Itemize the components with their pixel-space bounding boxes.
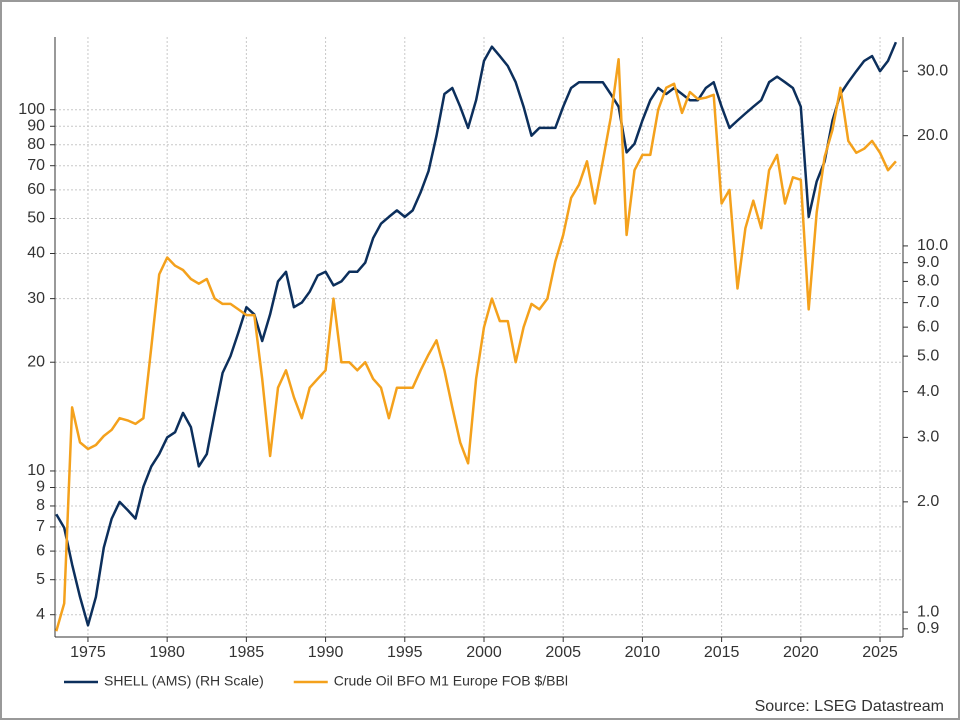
y-tick-label: 80 bbox=[27, 136, 45, 153]
x-tick-label: 1980 bbox=[149, 644, 185, 661]
y2-tick-label: 9.0 bbox=[917, 254, 939, 271]
y-tick-label: 5 bbox=[36, 571, 45, 588]
y2-tick-label: 7.0 bbox=[917, 294, 939, 311]
y2-tick-label: 6.0 bbox=[917, 318, 939, 335]
y-tick-label: 30 bbox=[27, 290, 45, 307]
y-tick-label: 100 bbox=[18, 101, 45, 118]
x-tick-label: 2005 bbox=[545, 644, 581, 661]
y-tick-label: 60 bbox=[27, 181, 45, 198]
y-tick-label: 50 bbox=[27, 210, 45, 227]
y-tick-label: 8 bbox=[36, 497, 45, 514]
x-tick-label: 1975 bbox=[70, 644, 106, 661]
y-tick-label: 4 bbox=[36, 606, 45, 623]
legend-label: Crude Oil BFO M1 Europe FOB $/BBl bbox=[334, 673, 568, 689]
y-tick-label: 40 bbox=[27, 245, 45, 262]
x-tick-label: 2015 bbox=[704, 644, 740, 661]
y-tick-label: 6 bbox=[36, 542, 45, 559]
y2-tick-label: 8.0 bbox=[917, 273, 939, 290]
y2-tick-label: 4.0 bbox=[917, 383, 939, 400]
y-tick-label: 7 bbox=[36, 518, 45, 535]
y-tick-label: 20 bbox=[27, 353, 45, 370]
y2-tick-label: 30.0 bbox=[917, 62, 948, 79]
x-tick-label: 2010 bbox=[625, 644, 661, 661]
y2-tick-label: 1.0 bbox=[917, 603, 939, 620]
data-line bbox=[55, 41, 898, 627]
y-tick-label: 90 bbox=[27, 117, 45, 134]
source-note: Source: LSEG Datastream bbox=[755, 698, 944, 715]
x-tick-label: 2025 bbox=[862, 644, 898, 661]
x-tick-label: 1985 bbox=[229, 644, 265, 661]
y-tick-label: 70 bbox=[27, 157, 45, 174]
y2-tick-label: 3.0 bbox=[917, 429, 939, 446]
y2-tick-label: 10.0 bbox=[917, 237, 948, 254]
y2-tick-label: 0.9 bbox=[917, 620, 939, 637]
legend-label: SHELL (AMS) (RH Scale) bbox=[104, 673, 264, 689]
y2-tick-label: 20.0 bbox=[917, 127, 948, 144]
data-line bbox=[55, 57, 897, 632]
x-tick-label: 1995 bbox=[387, 644, 423, 661]
y2-tick-label: 2.0 bbox=[917, 493, 939, 510]
x-tick-label: 2020 bbox=[783, 644, 819, 661]
y2-tick-label: 5.0 bbox=[917, 347, 939, 364]
x-tick-label: 1990 bbox=[308, 644, 344, 661]
y-tick-label: 10 bbox=[27, 462, 45, 479]
x-tick-label: 2000 bbox=[466, 644, 502, 661]
y-tick-label: 9 bbox=[36, 479, 45, 496]
